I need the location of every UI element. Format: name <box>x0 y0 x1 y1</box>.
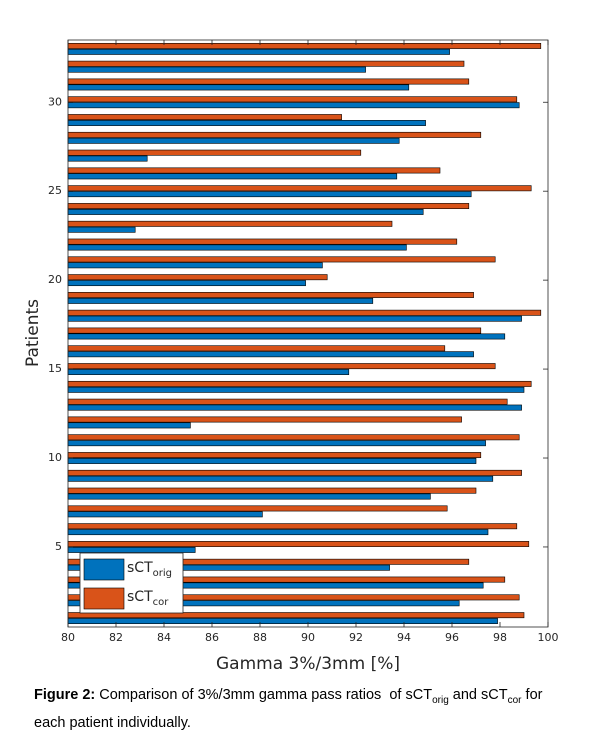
bar <box>67 529 489 536</box>
bar <box>67 137 400 144</box>
legend-subscript: cor <box>153 597 170 608</box>
bar <box>67 416 462 423</box>
bar <box>67 487 477 494</box>
bar <box>67 292 474 298</box>
bar <box>67 274 328 281</box>
bar <box>67 149 362 156</box>
bar <box>67 173 398 180</box>
bar <box>67 256 496 263</box>
bar <box>67 469 522 476</box>
y-tick-label: 25 <box>48 184 62 197</box>
bar <box>67 546 196 553</box>
bar <box>67 523 518 530</box>
bar <box>67 351 474 358</box>
x-tick-label: 86 <box>205 631 219 644</box>
bar <box>67 315 522 322</box>
bar <box>67 96 518 103</box>
x-tick-label: 94 <box>397 631 411 644</box>
caption-text: Comparison of 3%/3mm gamma pass ratios o… <box>95 687 433 703</box>
caption-subscript: orig <box>432 694 449 706</box>
bar <box>67 398 508 405</box>
bar <box>67 452 482 459</box>
bar <box>67 78 470 85</box>
bar <box>67 434 520 441</box>
bar <box>67 203 470 209</box>
x-axis-label: Gamma 3%/3mm [%] <box>216 654 400 674</box>
bar <box>67 422 191 429</box>
y-tick-label: 20 <box>48 273 62 286</box>
bar <box>67 327 482 334</box>
bar <box>67 333 506 340</box>
bar <box>67 114 342 121</box>
x-tick-label: 98 <box>493 631 507 644</box>
caption-subscript: cor <box>507 694 522 706</box>
bar <box>67 84 410 91</box>
bar <box>67 131 482 138</box>
bar <box>67 309 542 316</box>
bar <box>67 404 522 411</box>
bar <box>67 363 496 370</box>
bar <box>67 511 263 518</box>
bar <box>67 262 323 269</box>
x-tick-label: 100 <box>538 631 559 644</box>
bar <box>67 280 306 287</box>
x-tick-label: 90 <box>301 631 315 644</box>
bar <box>67 440 486 447</box>
bar <box>67 191 472 198</box>
bar <box>67 185 532 192</box>
x-tick-label: 96 <box>445 631 459 644</box>
bar <box>67 60 465 67</box>
bar <box>67 102 520 109</box>
caption-text: and sCT <box>448 687 508 703</box>
y-tick-label: 10 <box>48 451 62 464</box>
y-tick-label: 5 <box>55 540 62 553</box>
bar <box>67 475 494 482</box>
caption-text: Figure 2: <box>34 687 96 703</box>
x-tick-label: 92 <box>349 631 363 644</box>
bar <box>67 493 431 500</box>
bar <box>67 238 458 245</box>
caption-text: for each patient individually. <box>34 687 547 731</box>
bar <box>67 369 350 375</box>
bar <box>67 155 148 162</box>
x-tick-label: 88 <box>253 631 267 644</box>
bar <box>67 380 532 387</box>
bar <box>67 167 441 174</box>
bar <box>67 541 530 547</box>
bar <box>67 505 448 512</box>
legend-swatch <box>83 587 125 610</box>
y-tick-label: 15 <box>48 362 62 375</box>
y-axis-label: Patients <box>23 299 43 367</box>
bar <box>67 66 366 73</box>
x-tick-label: 84 <box>157 631 171 644</box>
bar <box>67 618 498 625</box>
bar <box>67 345 446 352</box>
bar <box>67 48 450 55</box>
bar <box>67 220 393 227</box>
x-tick-label: 80 <box>61 631 75 644</box>
legend-label: sCTcor <box>127 589 169 608</box>
y-tick-label: 30 <box>48 95 62 108</box>
bar <box>67 297 374 304</box>
bar <box>67 42 542 49</box>
chart: Gamma 3%/3mm [%] Patients 80 82 84 86 88 90 92… <box>23 39 559 674</box>
caption: Figure 2: Comparison of 3%/3mm gamma pas… <box>34 684 564 735</box>
bar <box>67 120 426 126</box>
bar <box>67 208 424 215</box>
legend-name: sCT <box>127 560 153 576</box>
bar <box>67 458 477 464</box>
bar <box>67 386 525 393</box>
bar <box>67 226 136 233</box>
legend-swatch <box>83 558 125 581</box>
legend-label: sCTorig <box>127 560 172 579</box>
legend-subscript: orig <box>153 568 172 579</box>
legend-name: sCT <box>127 589 153 605</box>
bar <box>67 244 407 251</box>
x-tick-label: 82 <box>109 631 123 644</box>
